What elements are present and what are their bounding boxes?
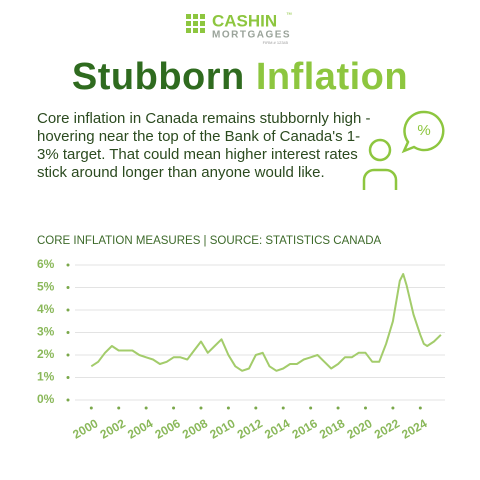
y-tick-label: 5% <box>37 280 55 294</box>
y-tick-label: 1% <box>37 370 55 384</box>
headline-part: Stubborn <box>71 56 245 98</box>
x-tick <box>144 406 148 410</box>
headline: Stubborn Inflation <box>0 56 480 99</box>
y-tick-label: 6% <box>37 257 55 271</box>
chart-title: CORE INFLATION MEASURES | SOURCE: STATIS… <box>37 235 382 247</box>
x-tick-label: 2014 <box>262 416 292 442</box>
x-tick <box>309 406 313 410</box>
y-tick-label: 4% <box>37 302 55 316</box>
y-tick <box>66 376 70 379</box>
x-tick <box>336 406 340 410</box>
x-tick <box>226 406 230 410</box>
y-tick <box>66 353 70 357</box>
logo-subtitle: MORTGAGES <box>212 30 291 41</box>
x-tick <box>418 406 422 410</box>
y-tick-label: 2% <box>37 347 55 361</box>
logo-firm: FIRM # 12345 <box>263 40 289 45</box>
y-tick <box>66 286 70 289</box>
x-tick <box>391 406 395 410</box>
x-tick-label: 2020 <box>344 416 374 442</box>
x-tick <box>254 406 258 410</box>
x-tick-label: 2008 <box>180 416 210 442</box>
x-tick <box>89 406 93 410</box>
x-tick-label: 2016 <box>290 416 320 442</box>
logo-mark <box>186 14 205 33</box>
y-tick <box>66 308 70 312</box>
x-tick <box>199 406 203 410</box>
y-tick-label: 0% <box>37 392 55 406</box>
y-tick <box>66 331 70 334</box>
x-tick-label: 2012 <box>235 416 265 442</box>
x-tick-label: 2004 <box>125 416 155 442</box>
x-tick-label: 2022 <box>372 416 402 442</box>
x-tick <box>117 406 121 410</box>
y-tick <box>66 398 70 402</box>
x-tick-label: 2000 <box>70 416 100 442</box>
y-tick-label: 3% <box>37 325 55 339</box>
x-tick-label: 2018 <box>317 416 347 442</box>
x-tick <box>172 406 176 410</box>
x-tick-label: 2006 <box>153 416 183 442</box>
body-text: Core inflation in Canada remains stubbor… <box>37 110 371 181</box>
headline-part: Inflation <box>255 56 409 98</box>
y-tick <box>66 263 70 267</box>
x-tick-label: 2024 <box>399 416 429 442</box>
person-icon <box>362 110 445 190</box>
line <box>90 273 442 372</box>
x-tick <box>281 406 285 410</box>
x-tick <box>363 406 367 410</box>
x-tick-label: 2010 <box>207 416 237 442</box>
x-tick-label: 2002 <box>98 416 128 442</box>
icon-percent: % <box>417 122 430 139</box>
logo-name: CASHIN <box>212 11 277 30</box>
logo-trademark: ™ <box>286 12 292 19</box>
